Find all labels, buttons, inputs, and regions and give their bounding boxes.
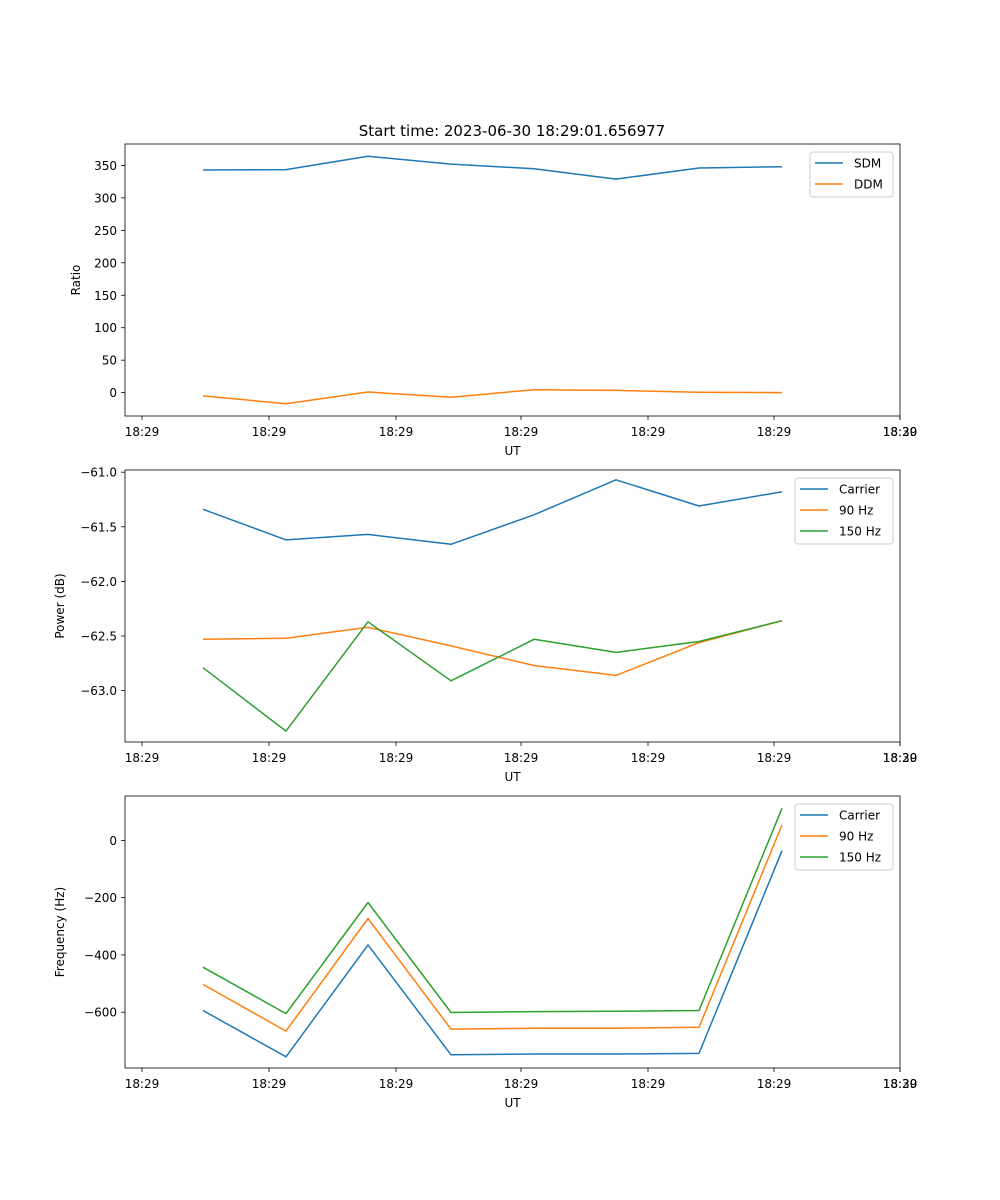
power-legend-label-1: 90 Hz xyxy=(839,504,873,518)
ratio-plot-frame xyxy=(124,143,901,417)
frequency-series-line-0 xyxy=(202,850,783,1058)
frequency-x-tick-label: 18:29 xyxy=(631,1077,666,1091)
power-x-tick-label: 18:29 xyxy=(757,751,792,765)
frequency-y-tick-label: −200 xyxy=(84,891,117,905)
power-series-line-0 xyxy=(202,479,783,546)
power-y-tick-label: −61.5 xyxy=(80,520,117,534)
ratio-y-tick-label: 50 xyxy=(102,354,117,368)
ratio-series-line-0 xyxy=(202,155,783,180)
power-series-line-1 xyxy=(202,619,783,677)
power-y-tick-label: −61.0 xyxy=(80,466,117,480)
power-series-line-2 xyxy=(202,619,783,732)
ratio-y-axis-label: Ratio xyxy=(69,265,83,296)
frequency-x-tick-label: 18:29 xyxy=(252,1077,287,1091)
ratio-series-line-1 xyxy=(202,388,783,405)
ratio-x-axis-label: UT xyxy=(504,444,521,458)
ratio-y-tick-label: 200 xyxy=(94,256,117,270)
power-legend-label-2: 150 Hz xyxy=(839,525,881,539)
ratio-x-tick-label: 18:29 xyxy=(757,425,792,439)
power-y-tick-label: −63.0 xyxy=(80,684,117,698)
power-x-tick-label: 18:29 xyxy=(504,751,539,765)
ratio-panel: 18:29 18:29 18:29 18:29 18:29 18:29 18:2918:30… xyxy=(69,143,918,458)
ratio-y-tick-label: 150 xyxy=(94,289,117,303)
power-x-axis-label: UT xyxy=(504,770,521,784)
power-x-tick-label: 18:29 xyxy=(631,751,666,765)
ratio-legend-label-1: DDM xyxy=(854,178,883,192)
frequency-y-tick-label: 0 xyxy=(109,834,117,848)
frequency-x-tick-label: 18:29 xyxy=(504,1077,539,1091)
power-x-tick-label: 18:29 xyxy=(125,751,160,765)
frequency-series-line-1 xyxy=(202,824,783,1032)
frequency-y-tick-label: −600 xyxy=(84,1006,117,1020)
ratio-x-tick-label: 18:29 xyxy=(504,425,539,439)
frequency-x-tick-label: 18:29 xyxy=(379,1077,414,1091)
ratio-x-tick-label: 18:29 xyxy=(883,425,918,439)
frequency-x-tick-label: 18:30 xyxy=(883,1077,918,1091)
power-plot-frame xyxy=(124,469,901,743)
ratio-x-tick-label: 18:29 xyxy=(631,425,666,439)
power-x-tick-label: 18:30 xyxy=(883,751,918,765)
power-y-tick-label: −62.0 xyxy=(80,575,117,589)
frequency-legend-label-0: Carrier xyxy=(839,809,880,823)
ratio-legend: SDM DDM xyxy=(809,151,894,198)
frequency-y-tick-label: −400 xyxy=(84,948,117,962)
ratio-y-tick-label: 0 xyxy=(109,386,117,400)
ratio-y-tick-label: 350 xyxy=(94,159,117,173)
power-x-tick-label: 18:29 xyxy=(379,751,414,765)
power-y-tick-label: −62.5 xyxy=(80,630,117,644)
frequency-legend-label-2: 150 Hz xyxy=(839,851,881,865)
ratio-x-tick-label: 18:30 xyxy=(883,425,918,439)
frequency-legend-box xyxy=(794,803,894,871)
ratio-y-tick-label: 300 xyxy=(94,191,117,205)
frequency-y-axis-label: Frequency (Hz) xyxy=(53,887,67,978)
figure-title: Start time: 2023-06-30 18:29:01.656977 xyxy=(359,122,665,140)
frequency-x-axis-label: UT xyxy=(504,1096,521,1110)
frequency-x-tick-label: 18:29 xyxy=(125,1077,160,1091)
frequency-legend-label-1: 90 Hz xyxy=(839,830,873,844)
ratio-y-tick-label: 250 xyxy=(94,224,117,238)
frequency-x-tick-label: 18:29 xyxy=(757,1077,792,1091)
power-legend-box xyxy=(794,477,894,545)
frequency-plot-frame xyxy=(124,795,901,1069)
ratio-x-tick-label: 18:29 xyxy=(125,425,160,439)
ratio-y-tick-label: 100 xyxy=(94,321,117,335)
power-x-tick-label: 18:29 xyxy=(883,751,918,765)
power-legend-label-0: Carrier xyxy=(839,483,880,497)
power-legend: Carrier 90 Hz 150 Hz xyxy=(794,477,894,545)
power-panel: 18:29 18:29 18:29 18:29 18:29 18:29 18:2918:30… xyxy=(53,466,917,784)
frequency-x-tick-label: 18:29 xyxy=(883,1077,918,1091)
power-x-tick-label: 18:29 xyxy=(252,751,287,765)
ratio-x-tick-label: 18:29 xyxy=(379,425,414,439)
frequency-legend: Carrier 90 Hz 150 Hz xyxy=(794,803,894,871)
ratio-legend-label-0: SDM xyxy=(854,157,881,171)
power-y-axis-label: Power (dB) xyxy=(53,573,67,638)
frequency-panel: 18:29 18:29 18:29 18:29 18:29 18:29 18:2918:30… xyxy=(53,795,918,1110)
frequency-series-line-2 xyxy=(202,808,783,1015)
ratio-x-tick-label: 18:29 xyxy=(252,425,287,439)
